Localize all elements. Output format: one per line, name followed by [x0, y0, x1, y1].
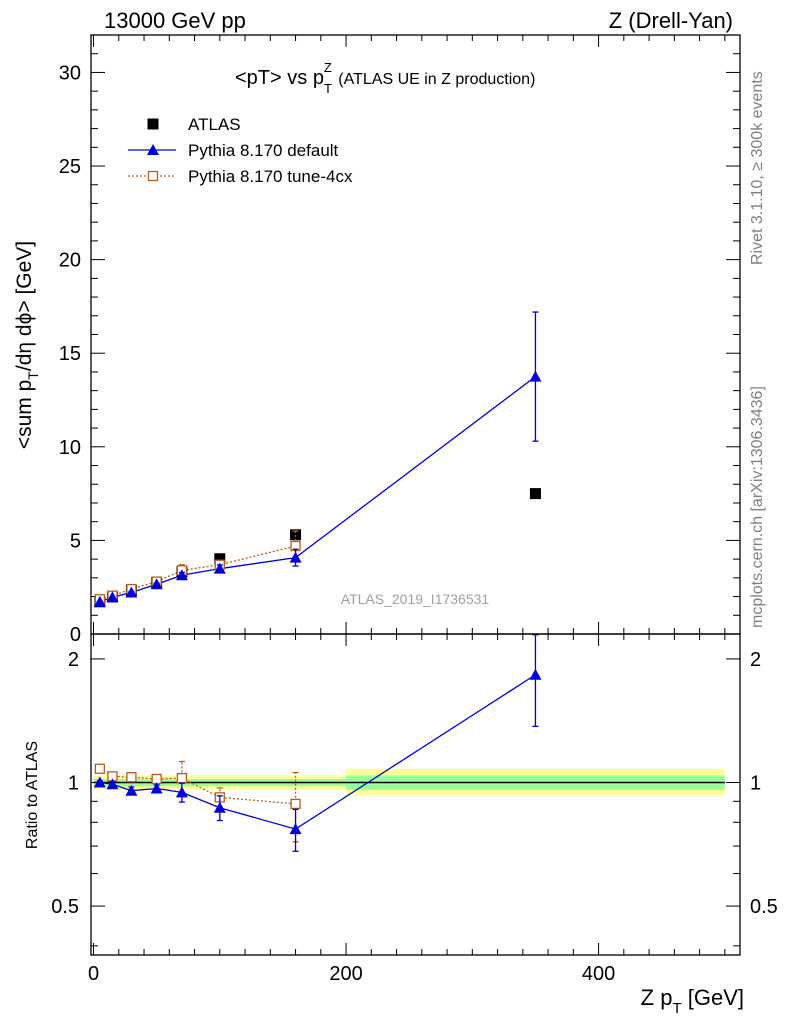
ratio-default-point — [106, 778, 119, 790]
ratio-tune4cx-point — [151, 773, 162, 785]
ratio-y-tick-label-right: 2 — [750, 649, 761, 671]
chart-title: <pT> vs pTZ (ATLAS UE in Z production) — [235, 60, 535, 96]
analysis-id: ATLAS_2019_I1736531 — [341, 591, 490, 607]
series-line-default — [99, 376, 536, 603]
atlas-point — [290, 529, 302, 541]
x-axis-label: Z pT [GeV] — [641, 985, 744, 1017]
y-tick-label: 25 — [59, 156, 81, 178]
default-point — [529, 370, 542, 382]
y-axis-label-ratio: Ratio to ATLAS — [24, 741, 41, 849]
ratio-y-tick-label-right: 0.5 — [750, 896, 778, 918]
x-tick-label: 0 — [88, 963, 99, 985]
y-axis-label-main: <sum pT/dη dϕ> [GeV] — [13, 241, 41, 449]
ratio-default-point — [150, 782, 163, 794]
default-point — [106, 591, 119, 603]
ratio-panel: Ratio to ATLAS Z pT [GeV] 0 200 400 0.5 0.5 1… — [24, 634, 778, 1017]
ratio-tune4cx-point — [290, 798, 301, 810]
ratio-y-tick-label-left: 0.5 — [51, 896, 79, 918]
ratio-y-tick-label-left: 1 — [68, 772, 79, 794]
header-left: 13000 GeV pp — [104, 8, 246, 33]
atlas-point — [214, 553, 226, 565]
ratio-y-tick-label-left: 2 — [68, 649, 79, 671]
y-tick-label: 0 — [70, 624, 81, 646]
header-right: Z (Drell-Yan) — [609, 8, 733, 33]
rivet-label: Rivet 3.1.10, ≥ 300k events — [749, 71, 766, 265]
ratio-default-point — [175, 786, 188, 798]
ratio-default-point — [529, 668, 542, 680]
y-tick-label: 15 — [59, 343, 81, 365]
ratio-default-point — [93, 776, 106, 788]
legend-marker-tune4cx — [147, 170, 159, 182]
default-point — [213, 562, 226, 574]
mcplots-label: mcplots.cern.ch [arXiv:1306.3436] — [749, 386, 766, 628]
ratio-tune4cx-point — [94, 763, 105, 774]
legend-label: Pythia 8.170 tune-4cx — [188, 167, 353, 186]
default-point — [93, 595, 106, 607]
legend-marker-atlas — [147, 118, 159, 130]
y-tick-label: 30 — [59, 62, 81, 84]
atlas-point — [529, 488, 541, 500]
legend: ATLAS Pythia 8.170 default Pythia 8.170 tu… — [128, 115, 353, 186]
legend-label: Pythia 8.170 default — [188, 141, 339, 160]
y-tick-label: 20 — [59, 250, 81, 272]
ratio-default-point — [289, 823, 302, 835]
default-point — [125, 586, 138, 598]
main-panel: <pT> vs pTZ (ATLAS UE in Z production) <… — [13, 34, 740, 646]
default-point — [150, 578, 163, 590]
ratio-line-default — [99, 674, 536, 830]
legend-label: ATLAS — [188, 115, 241, 134]
y-tick-label: 5 — [70, 530, 81, 552]
default-point — [175, 569, 188, 581]
ratio-y-tick-label-right: 1 — [750, 772, 761, 794]
ratio-frame — [90, 633, 741, 956]
ratio-default-point — [213, 801, 226, 813]
ratio-tune4cx-point — [176, 772, 188, 784]
ratio-default-point — [125, 784, 138, 796]
y-tick-label: 10 — [59, 437, 81, 459]
x-tick-label: 400 — [582, 963, 615, 985]
ratio-tune4cx-point — [126, 772, 137, 783]
default-point — [289, 551, 302, 563]
legend-marker-default — [147, 144, 159, 155]
x-tick-label: 200 — [329, 963, 362, 985]
